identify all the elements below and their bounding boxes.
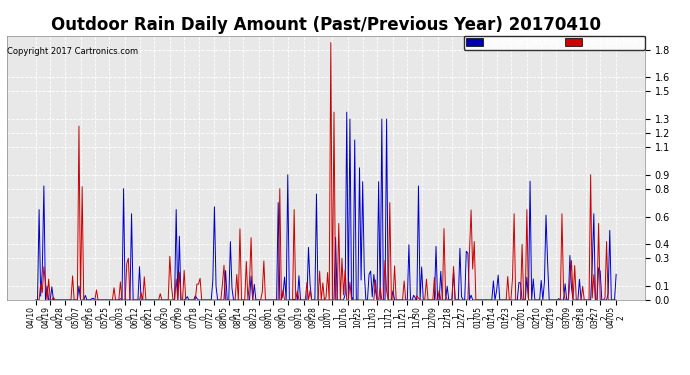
Legend: Previous (Inches), Past (Inches): Previous (Inches), Past (Inches)	[464, 36, 645, 50]
Title: Outdoor Rain Daily Amount (Past/Previous Year) 20170410: Outdoor Rain Daily Amount (Past/Previous…	[51, 16, 601, 34]
Text: Copyright 2017 Cartronics.com: Copyright 2017 Cartronics.com	[7, 47, 138, 56]
